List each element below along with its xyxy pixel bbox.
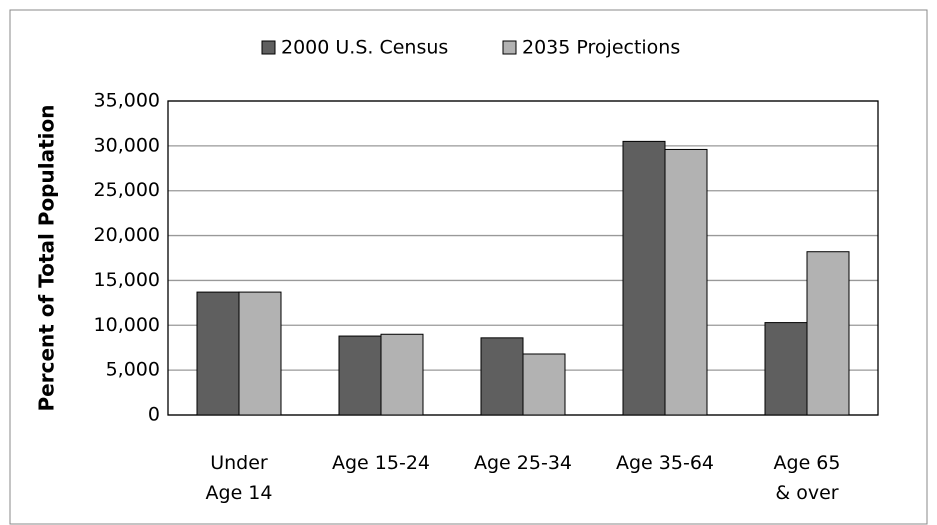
y-tick-label: 25,000 [94, 179, 160, 201]
x-tick-label: Age 15-24 [332, 452, 430, 474]
bar [338, 335, 382, 416]
bar [196, 291, 240, 416]
x-tick-label: Age 25-34 [474, 452, 572, 474]
legend-swatch [502, 40, 517, 55]
bar [522, 353, 566, 416]
chart-frame [9, 9, 928, 525]
bar [622, 140, 666, 416]
y-tick-label: 0 [148, 404, 160, 426]
y-tick-label: 35,000 [94, 90, 160, 112]
bar [380, 333, 424, 416]
legend-label: 2000 U.S. Census [281, 37, 448, 59]
legend-label: 2035 Projections [522, 37, 680, 59]
x-tick-label: Age 35-64 [616, 452, 714, 474]
y-tick-label: 15,000 [94, 269, 160, 291]
y-axis-title: Percent of Total Population [35, 105, 59, 412]
bar [238, 291, 282, 416]
bar [664, 148, 708, 416]
y-tick-label: 20,000 [94, 224, 160, 246]
x-tick-label: Under Age 14 [205, 452, 273, 504]
legend-swatch [261, 40, 276, 55]
y-tick-label: 10,000 [94, 314, 160, 336]
bar [480, 337, 524, 416]
bar [764, 322, 808, 416]
bar [806, 251, 850, 416]
x-tick-label: Age 65 & over [773, 452, 841, 504]
y-tick-label: 30,000 [94, 134, 160, 156]
y-tick-label: 5,000 [106, 359, 160, 381]
